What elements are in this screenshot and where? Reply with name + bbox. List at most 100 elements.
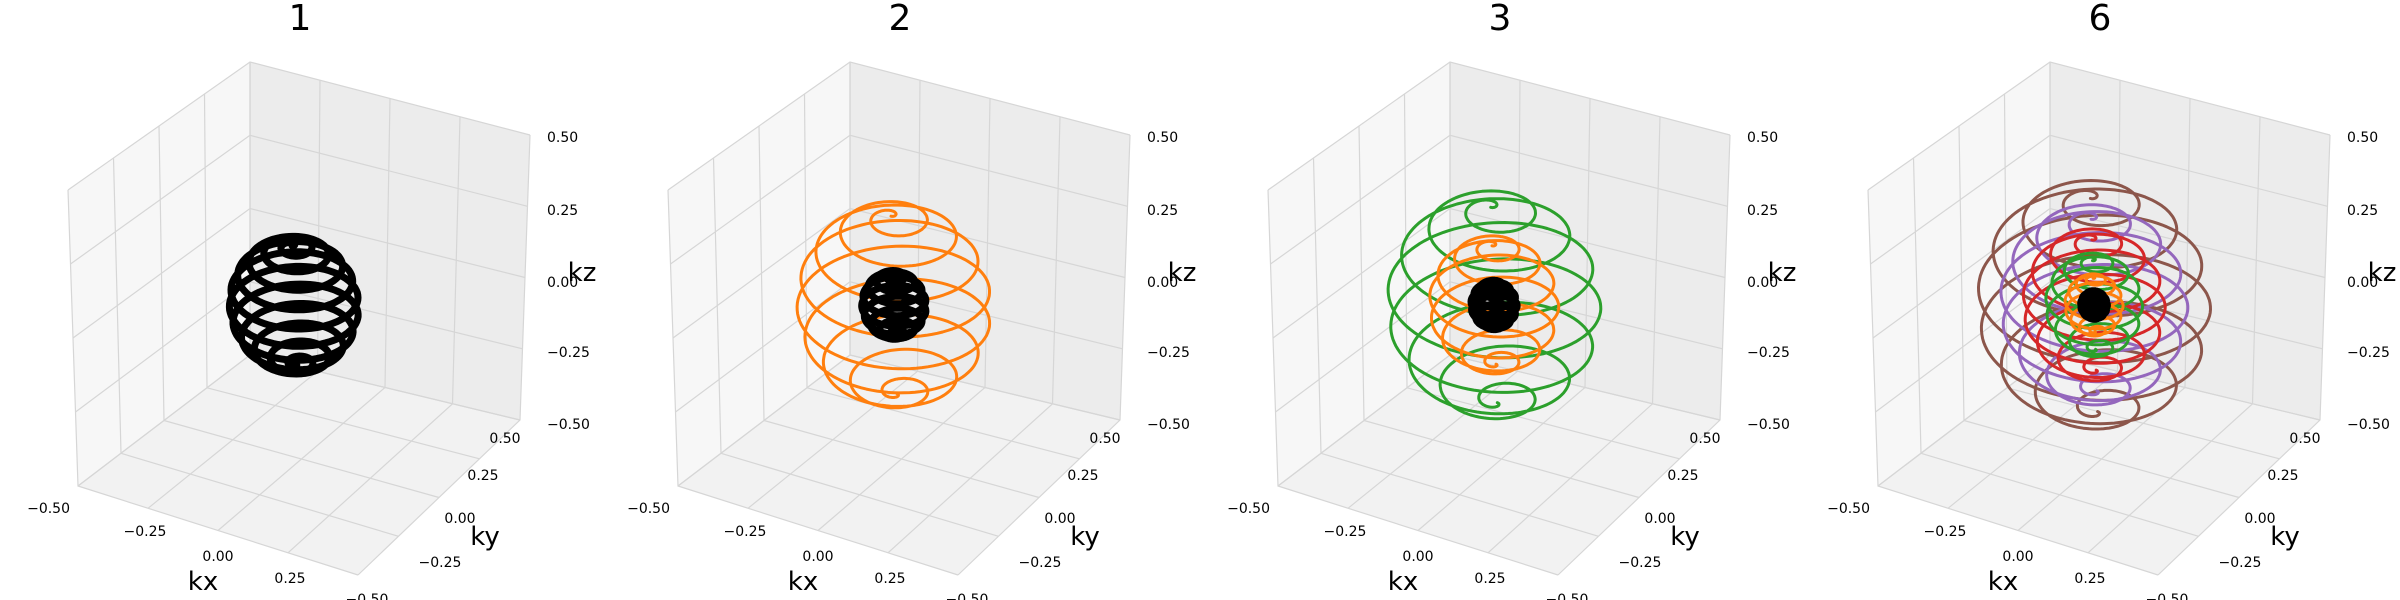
z-tick-label: 0.00 <box>2347 275 2378 291</box>
z-tick-label: −0.25 <box>2347 345 2390 361</box>
z-tick-label: 0.00 <box>1747 275 1778 291</box>
spiral-series-1 <box>1977 179 2212 431</box>
y-tick-label: 0.50 <box>1089 431 1120 447</box>
z-axis-label: kz <box>2368 258 2397 288</box>
x-tick-label: −0.50 <box>627 501 670 517</box>
x-tick-label: 0.25 <box>874 571 905 587</box>
y-tick-label: 0.25 <box>2267 468 2298 484</box>
y-tick-label: 0.00 <box>1644 511 1675 527</box>
spiral-series-1 <box>1386 189 1603 421</box>
x-tick-label: 0.00 <box>2002 549 2033 565</box>
z-axis-label: kz <box>568 258 597 288</box>
x-tick-label: −0.50 <box>2146 592 2189 600</box>
grid-line <box>1267 61 1731 191</box>
grid-line <box>203 93 480 460</box>
spiral-series-5 <box>2063 272 2125 338</box>
x-tick-label: −0.25 <box>724 524 767 540</box>
y-tick-label: −0.25 <box>1619 555 1662 571</box>
panel-title: 2 <box>889 0 912 39</box>
x-tick-label: −0.50 <box>1827 501 1870 517</box>
x-axis-label: kx <box>1388 567 1418 597</box>
y-tick-label: 0.50 <box>2289 431 2320 447</box>
y-tick-label: 0.00 <box>2244 511 2275 527</box>
grid-line <box>667 61 1131 191</box>
z-tick-label: 0.50 <box>2347 130 2378 146</box>
spiral-series-1 <box>795 200 992 410</box>
panel-title: 3 <box>1489 0 1512 39</box>
z-tick-label: 0.00 <box>1147 275 1178 291</box>
floor-pane <box>1278 355 1720 575</box>
grid <box>67 61 531 576</box>
grid-line <box>1912 157 2199 537</box>
floor-pane <box>678 355 1120 575</box>
x-tick-label: 0.25 <box>2074 571 2105 587</box>
z-axis-label: kz <box>1768 258 1797 288</box>
z-tick-label: −0.25 <box>1147 345 1190 361</box>
y-tick-label: 0.25 <box>1067 468 1098 484</box>
x-tick-label: 0.00 <box>802 549 833 565</box>
grid-line <box>112 157 399 537</box>
x-tick-label: −0.50 <box>27 501 70 517</box>
spiral-series-3 <box>1467 276 1521 334</box>
z-tick-label: 0.50 <box>1747 130 1778 146</box>
floor-pane <box>1878 355 2320 575</box>
grid-line <box>803 93 1080 460</box>
grid-line <box>1958 125 2240 499</box>
grid-line <box>1358 125 1640 499</box>
y-axis-label: ky <box>470 522 500 552</box>
x-tick-label: −0.25 <box>124 524 167 540</box>
x-axis-label: kx <box>1988 567 2018 597</box>
z-tick-label: 0.25 <box>547 203 578 219</box>
grid-line <box>712 157 999 537</box>
spiral-series-4 <box>2044 251 2144 359</box>
x-tick-label: −0.50 <box>946 592 989 600</box>
grid <box>667 61 1131 576</box>
z-tick-label: 0.00 <box>547 275 578 291</box>
spiral-series-2 <box>1999 203 2190 407</box>
grid-line <box>158 125 440 499</box>
spiral-series-3 <box>2021 227 2167 383</box>
y-tick-label: −0.25 <box>1019 555 1062 571</box>
z-tick-label: 0.50 <box>1147 130 1178 146</box>
x-tick-label: −0.50 <box>1546 592 1589 600</box>
x-tick-label: 0.25 <box>274 571 305 587</box>
panel-title: 6 <box>2089 0 2112 39</box>
y-tick-label: 0.00 <box>1044 511 1075 527</box>
floor-pane <box>78 355 520 575</box>
z-tick-label: −0.50 <box>1747 417 1790 433</box>
z-axis-label: kz <box>1168 258 1197 288</box>
z-tick-label: 0.25 <box>1747 203 1778 219</box>
x-axis-label: kx <box>788 567 818 597</box>
y-axis-label: ky <box>1070 522 1100 552</box>
z-tick-label: −0.50 <box>1147 417 1190 433</box>
y-tick-label: 0.00 <box>444 511 475 527</box>
z-tick-label: −0.50 <box>2347 417 2390 433</box>
panel-1: 1 −0.50 −0.25 0.00 0.25 −0.50 −0.25 0.00 0.25 0.5… <box>27 0 596 600</box>
spiral-series-1 <box>225 232 362 378</box>
x-tick-label: −0.50 <box>346 592 389 600</box>
x-tick-label: −0.25 <box>1924 524 1967 540</box>
grid-line <box>67 61 531 191</box>
spiral-series-2 <box>858 267 930 343</box>
panel-2: 2 −0.50 −0.25 0.00 0.25 −0.50 −0.25 0.00 0.25 0.5… <box>627 0 1196 600</box>
grid-line <box>849 62 1121 421</box>
spiral-series-2 <box>1428 234 1561 376</box>
panel-3: 3 −0.50 −0.25 0.00 0.25 −0.50 −0.25 0.00 0.25 0.5… <box>1227 0 1796 600</box>
x-tick-label: −0.25 <box>1324 524 1367 540</box>
z-tick-label: 0.25 <box>2347 203 2378 219</box>
x-tick-label: 0.25 <box>1474 571 1505 587</box>
x-axis-label: kx <box>188 567 218 597</box>
panel-4: 6 −0.50 −0.25 0.00 0.25 −0.50 −0.25 0.00 0.25 0.5… <box>1827 0 2396 600</box>
z-tick-label: 0.50 <box>547 130 578 146</box>
y-tick-label: 0.25 <box>1667 468 1698 484</box>
x-tick-label: 0.00 <box>202 549 233 565</box>
panel-title: 1 <box>289 0 312 39</box>
grid-line <box>2003 93 2280 460</box>
y-tick-label: −0.25 <box>419 555 462 571</box>
spiral-series-6 <box>2077 287 2111 323</box>
y-tick-label: 0.50 <box>1689 431 1720 447</box>
z-tick-label: −0.50 <box>547 417 590 433</box>
z-tick-label: 0.25 <box>1147 203 1178 219</box>
y-tick-label: −0.25 <box>2219 555 2262 571</box>
